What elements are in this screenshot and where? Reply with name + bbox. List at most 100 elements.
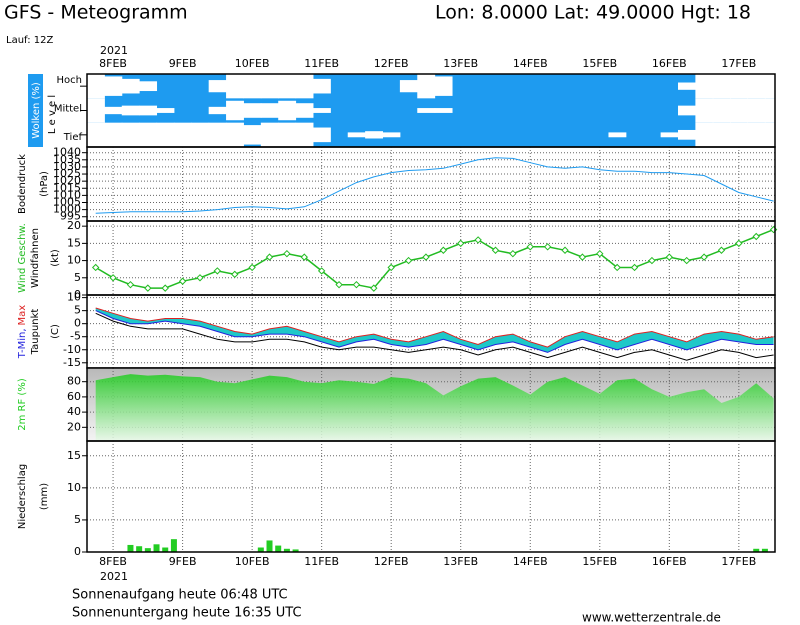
panel-unit: (hPa) <box>39 171 50 197</box>
panel-frame <box>86 146 776 222</box>
y-tick-label: 995 <box>60 210 81 223</box>
x-tick-label-top: 12FEB <box>374 57 409 70</box>
x-tick-label-top: 14FEB <box>513 57 548 70</box>
cloud-cell <box>243 103 262 118</box>
cloud-cell <box>747 122 766 147</box>
wind-marker <box>387 263 395 272</box>
cloud-cell <box>695 122 714 147</box>
wind-marker <box>91 263 100 272</box>
year-top: 2021 <box>100 44 128 57</box>
panel-unit: (mm) <box>39 483 50 510</box>
wind-marker <box>752 232 760 241</box>
x-tick-label-top: 11FEB <box>304 57 339 70</box>
sunset: Sonnenuntergang heute 16:35 UTC <box>72 606 302 621</box>
title: GFS - Meteogramm <box>4 2 188 24</box>
precip-bar <box>257 547 264 552</box>
y-tick-label: 1020 <box>53 174 81 187</box>
x-tick-label-top: 15FEB <box>582 57 617 70</box>
cloud-cell <box>678 129 696 140</box>
cloud-cell <box>712 98 731 123</box>
precip-bar <box>753 548 760 552</box>
cloud-label-bg <box>28 74 43 147</box>
cloud-cell <box>278 74 297 99</box>
x-tick-label-bottom: 15FEB <box>582 555 617 568</box>
cloud-cell <box>139 81 158 92</box>
wind-marker <box>596 249 604 258</box>
y-tick-label: 15 <box>67 449 81 462</box>
wind-marker <box>370 284 378 292</box>
precip-bar <box>162 547 169 552</box>
cloud-cell <box>712 74 731 99</box>
cloud-cell <box>295 74 314 99</box>
wind-marker <box>526 243 534 251</box>
wind-marker <box>682 256 691 265</box>
wind-marker <box>491 246 500 254</box>
y-tick-label: 20 <box>67 219 81 232</box>
wind-marker <box>665 253 674 261</box>
y-tick-label: 10 <box>67 291 81 304</box>
cloud-cell <box>434 76 453 96</box>
x-tick-label-top: 16FEB <box>652 57 687 70</box>
level-label: L e v e l <box>47 95 58 134</box>
wind-marker <box>248 263 256 272</box>
wind-marker <box>352 280 361 289</box>
cloud-cell <box>417 74 436 99</box>
x-tick-label-bottom: 13FEB <box>443 555 478 568</box>
y-tick-label: 60 <box>67 390 81 403</box>
wind-marker <box>439 246 448 254</box>
panel-label: Niederschlag <box>17 464 28 529</box>
cloud-cell <box>764 98 775 123</box>
x-tick-label-bottom: 11FEB <box>304 555 339 568</box>
precip-bar <box>266 540 273 552</box>
x-tick-label-bottom: 14FEB <box>513 555 548 568</box>
location: Lon: 8.0000 Lat: 49.0000 Hgt: 18 <box>435 2 751 24</box>
x-tick-label-top: 17FEB <box>721 57 756 70</box>
wind-marker <box>161 284 169 292</box>
panel-label2: Taupunkt <box>30 309 41 356</box>
cloud-cell <box>730 74 749 99</box>
y-tick-label: 80 <box>67 375 81 388</box>
precip-bar <box>283 548 290 552</box>
panel-label: Bodendruck <box>17 154 28 214</box>
cloud-cell <box>191 122 210 147</box>
cloud-cell <box>121 122 140 147</box>
cloud-cell <box>260 74 279 99</box>
cloud-cell <box>678 82 696 90</box>
panel-label: Wind Geschw. <box>17 223 28 293</box>
panel-label: T-Min, Max <box>17 305 28 359</box>
y-tick-label: 5 <box>74 513 81 526</box>
wind-marker <box>317 267 326 275</box>
cloud-cell <box>712 122 731 147</box>
cloud-cell <box>156 122 175 147</box>
y-tick-label: 1035 <box>53 153 81 166</box>
cloud-cell <box>243 74 262 99</box>
level-name: Mittel <box>54 104 82 115</box>
cloud-cell <box>87 122 105 147</box>
precip-bar <box>153 544 160 552</box>
cloud-cell <box>121 78 140 94</box>
x-tick-label-top: 8FEB <box>99 57 127 70</box>
site: www.wetterzentrale.de <box>582 611 721 625</box>
y-tick-label: 20 <box>67 420 81 433</box>
y-tick-label: 40 <box>67 405 81 418</box>
pressure-line <box>95 157 774 214</box>
cloud-cell <box>243 125 262 145</box>
wind-marker <box>196 274 204 282</box>
cloud-cell <box>104 76 123 96</box>
wind-marker <box>178 277 187 285</box>
y-tick-label: 5 <box>74 304 81 317</box>
y-tick-label: 15 <box>67 236 81 249</box>
cloud-cell <box>747 74 766 99</box>
y-tick-label: -5 <box>70 330 81 343</box>
wind-line <box>95 228 774 289</box>
legend-entry: T-Min, <box>17 328 28 359</box>
y-tick-label: 0 <box>74 545 81 558</box>
temp-line <box>95 312 774 361</box>
panel-unit: (kt) <box>50 249 61 267</box>
cloud-cell <box>660 132 679 138</box>
cloud-cell <box>678 105 696 116</box>
wind-marker <box>474 236 482 244</box>
wind-marker <box>457 239 465 248</box>
cloud-cell <box>139 122 158 147</box>
